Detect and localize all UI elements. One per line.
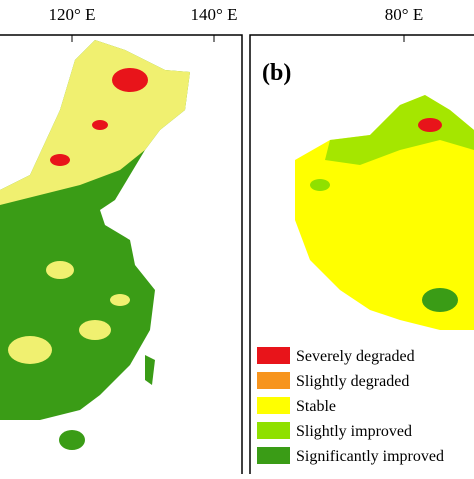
longitude-label: 120° E — [49, 5, 96, 24]
panel-label: (b) — [262, 60, 291, 86]
longitude-label: 80° E — [385, 5, 423, 24]
legend-swatch — [257, 447, 290, 464]
legend: Severely degraded Slightly degraded Stable… — [252, 340, 474, 476]
panel-a — [0, 34, 243, 476]
longitude-label: 140° E — [191, 5, 238, 24]
legend-label: Slightly degraded — [296, 373, 409, 390]
legend-label: Significantly improved — [296, 448, 444, 465]
legend-swatch — [257, 372, 290, 389]
legend-swatch — [257, 422, 290, 439]
legend-swatch — [257, 347, 290, 364]
legend-label: Stable — [296, 398, 336, 415]
legend-swatch — [257, 397, 290, 414]
legend-label: Severely degraded — [296, 348, 415, 365]
legend-label: Slightly improved — [296, 423, 412, 440]
